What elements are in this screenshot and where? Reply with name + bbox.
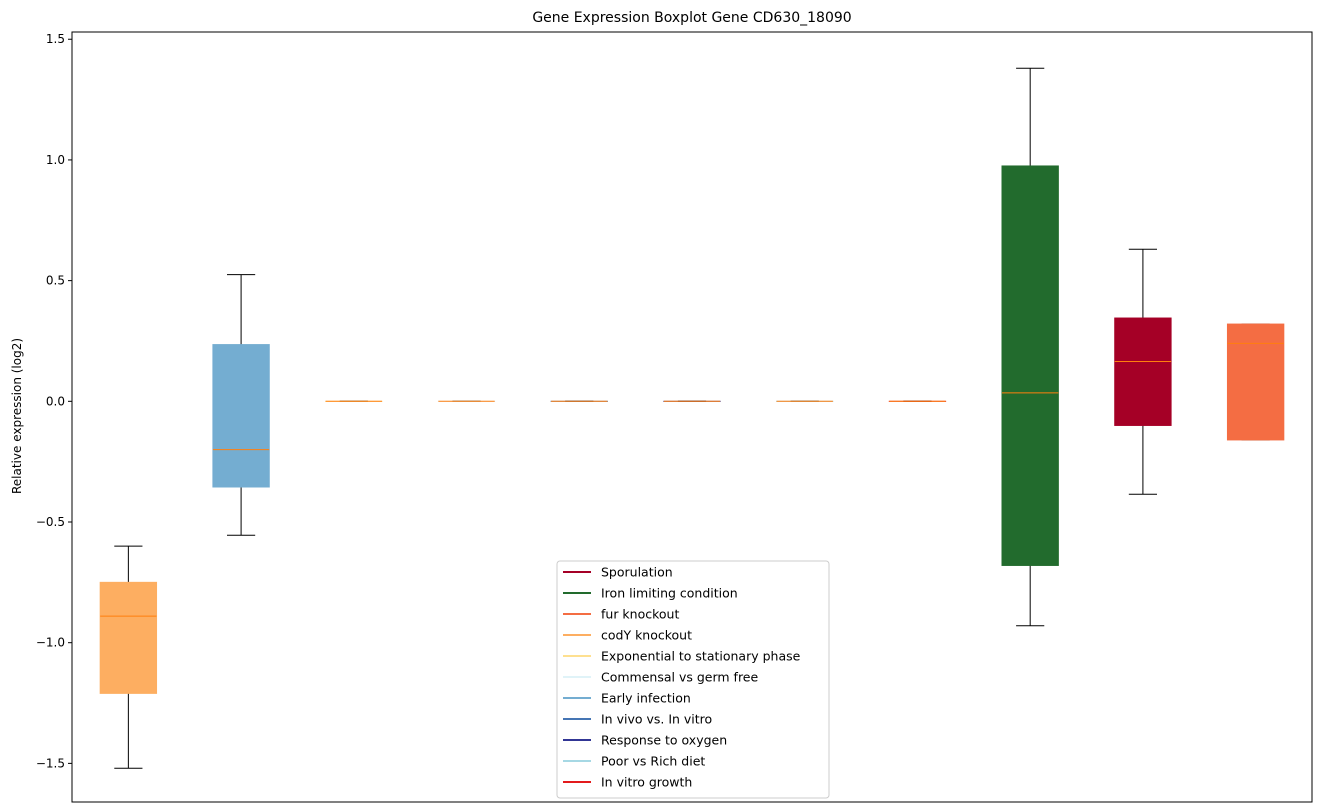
- legend-label: Poor vs Rich diet: [601, 754, 705, 769]
- box-group: [99, 545, 158, 769]
- plot-frame: [71, 31, 1313, 803]
- legend-label: In vivo vs. In vitro: [601, 712, 712, 727]
- legend-label: Response to oxygen: [601, 733, 727, 748]
- legend-label: Iron limiting condition: [601, 586, 738, 601]
- legend-label: In vitro growth: [601, 775, 692, 790]
- y-tick-label: 1.5: [46, 32, 65, 46]
- y-tick-label: −0.5: [36, 515, 65, 529]
- legend-label: Sporulation: [601, 565, 673, 580]
- legend-label: Early infection: [601, 691, 691, 706]
- y-tick-label: 1.0: [46, 153, 65, 167]
- box-group: [1226, 323, 1285, 441]
- legend-frame: [556, 560, 830, 799]
- box-group: [212, 274, 270, 536]
- box: [1114, 317, 1172, 426]
- box: [99, 581, 158, 694]
- y-axis: −1.5 −1.0 −0.5 0.0 0.5 1.0 1.5: [36, 32, 72, 770]
- box-group: [1114, 248, 1172, 495]
- box-group: [1001, 67, 1059, 627]
- legend-label: codY knockout: [601, 628, 692, 643]
- y-tick-label: −1.5: [36, 756, 65, 770]
- y-tick-label: 0.0: [46, 394, 65, 408]
- box: [1226, 323, 1285, 441]
- chart-title: Gene Expression Boxplot Gene CD630_18090: [532, 10, 851, 26]
- legend-label: Exponential to stationary phase: [601, 649, 801, 664]
- legend: Sporulation Iron limiting condition fur kn…: [556, 560, 830, 799]
- legend-label: Commensal vs germ free: [601, 670, 758, 685]
- box: [1001, 165, 1059, 566]
- box: [212, 344, 270, 488]
- y-axis-label: Relative expression (log2): [10, 338, 24, 494]
- legend-label: fur knockout: [601, 607, 679, 622]
- y-tick-label: 0.5: [46, 274, 65, 288]
- boxes-layer: [99, 67, 1285, 769]
- y-tick-label: −1.0: [36, 636, 65, 650]
